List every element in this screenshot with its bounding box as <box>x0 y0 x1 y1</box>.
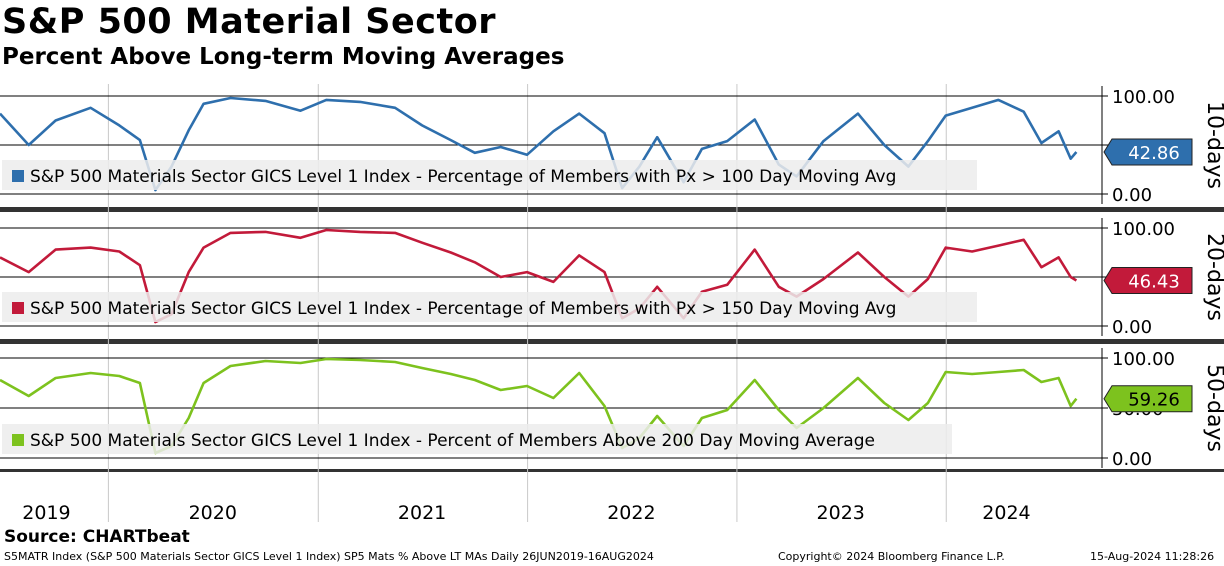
panel-side-label: 50-days <box>1202 364 1224 452</box>
last-value-label: 59.26 <box>1128 390 1180 411</box>
last-value-tag <box>1103 385 1193 413</box>
y-tick-label: 0.00 <box>1112 449 1152 470</box>
panel-separator <box>0 207 1224 212</box>
y-tick-label: 100.00 <box>1112 87 1175 108</box>
footer-left: S5MATR Index (S&P 500 Materials Sector G… <box>4 550 654 563</box>
legend-swatch <box>12 170 24 182</box>
legend-label: S&P 500 Materials Sector GICS Level 1 In… <box>30 299 896 319</box>
last-value-tag <box>1103 138 1193 166</box>
x-tick-label: 2021 <box>398 502 446 524</box>
legend-label: S&P 500 Materials Sector GICS Level 1 In… <box>30 431 875 451</box>
x-tick-label: 2024 <box>982 502 1030 524</box>
y-tick-label: 100.00 <box>1112 349 1175 370</box>
series-line <box>0 96 1078 192</box>
legend-box <box>2 160 977 190</box>
source-label: Source: CHARTbeat <box>4 527 190 547</box>
legend-box <box>2 292 977 322</box>
footer-center: Copyright© 2024 Bloomberg Finance L.P. <box>778 550 1005 563</box>
legend-box <box>2 424 952 454</box>
legend-swatch <box>12 302 24 314</box>
panel-separator <box>0 469 1224 472</box>
panel-side-label: 10-days <box>1202 101 1224 189</box>
chart-subtitle: Percent Above Long-term Moving Averages <box>2 44 565 70</box>
x-tick-label: 2022 <box>607 502 655 524</box>
panel-side-label: 20-days <box>1202 233 1224 321</box>
legend-swatch <box>12 434 24 446</box>
last-value-label: 46.43 <box>1128 271 1180 292</box>
y-tick-label: 100.00 <box>1112 219 1175 240</box>
y-tick-label: 0.00 <box>1112 317 1152 338</box>
legend-label: S&P 500 Materials Sector GICS Level 1 In… <box>30 167 896 187</box>
panel-separator <box>0 339 1224 344</box>
last-value-label: 42.86 <box>1128 143 1180 164</box>
x-tick-label: 2023 <box>817 502 865 524</box>
x-tick-label: 2020 <box>189 502 237 524</box>
chart-title: S&P 500 Material Sector <box>2 2 497 42</box>
footer-right: 15-Aug-2024 11:28:26 <box>1090 550 1215 563</box>
y-tick-label: 0.00 <box>1112 185 1152 206</box>
last-value-tag <box>1103 266 1193 294</box>
x-tick-label: 2019 <box>22 502 70 524</box>
